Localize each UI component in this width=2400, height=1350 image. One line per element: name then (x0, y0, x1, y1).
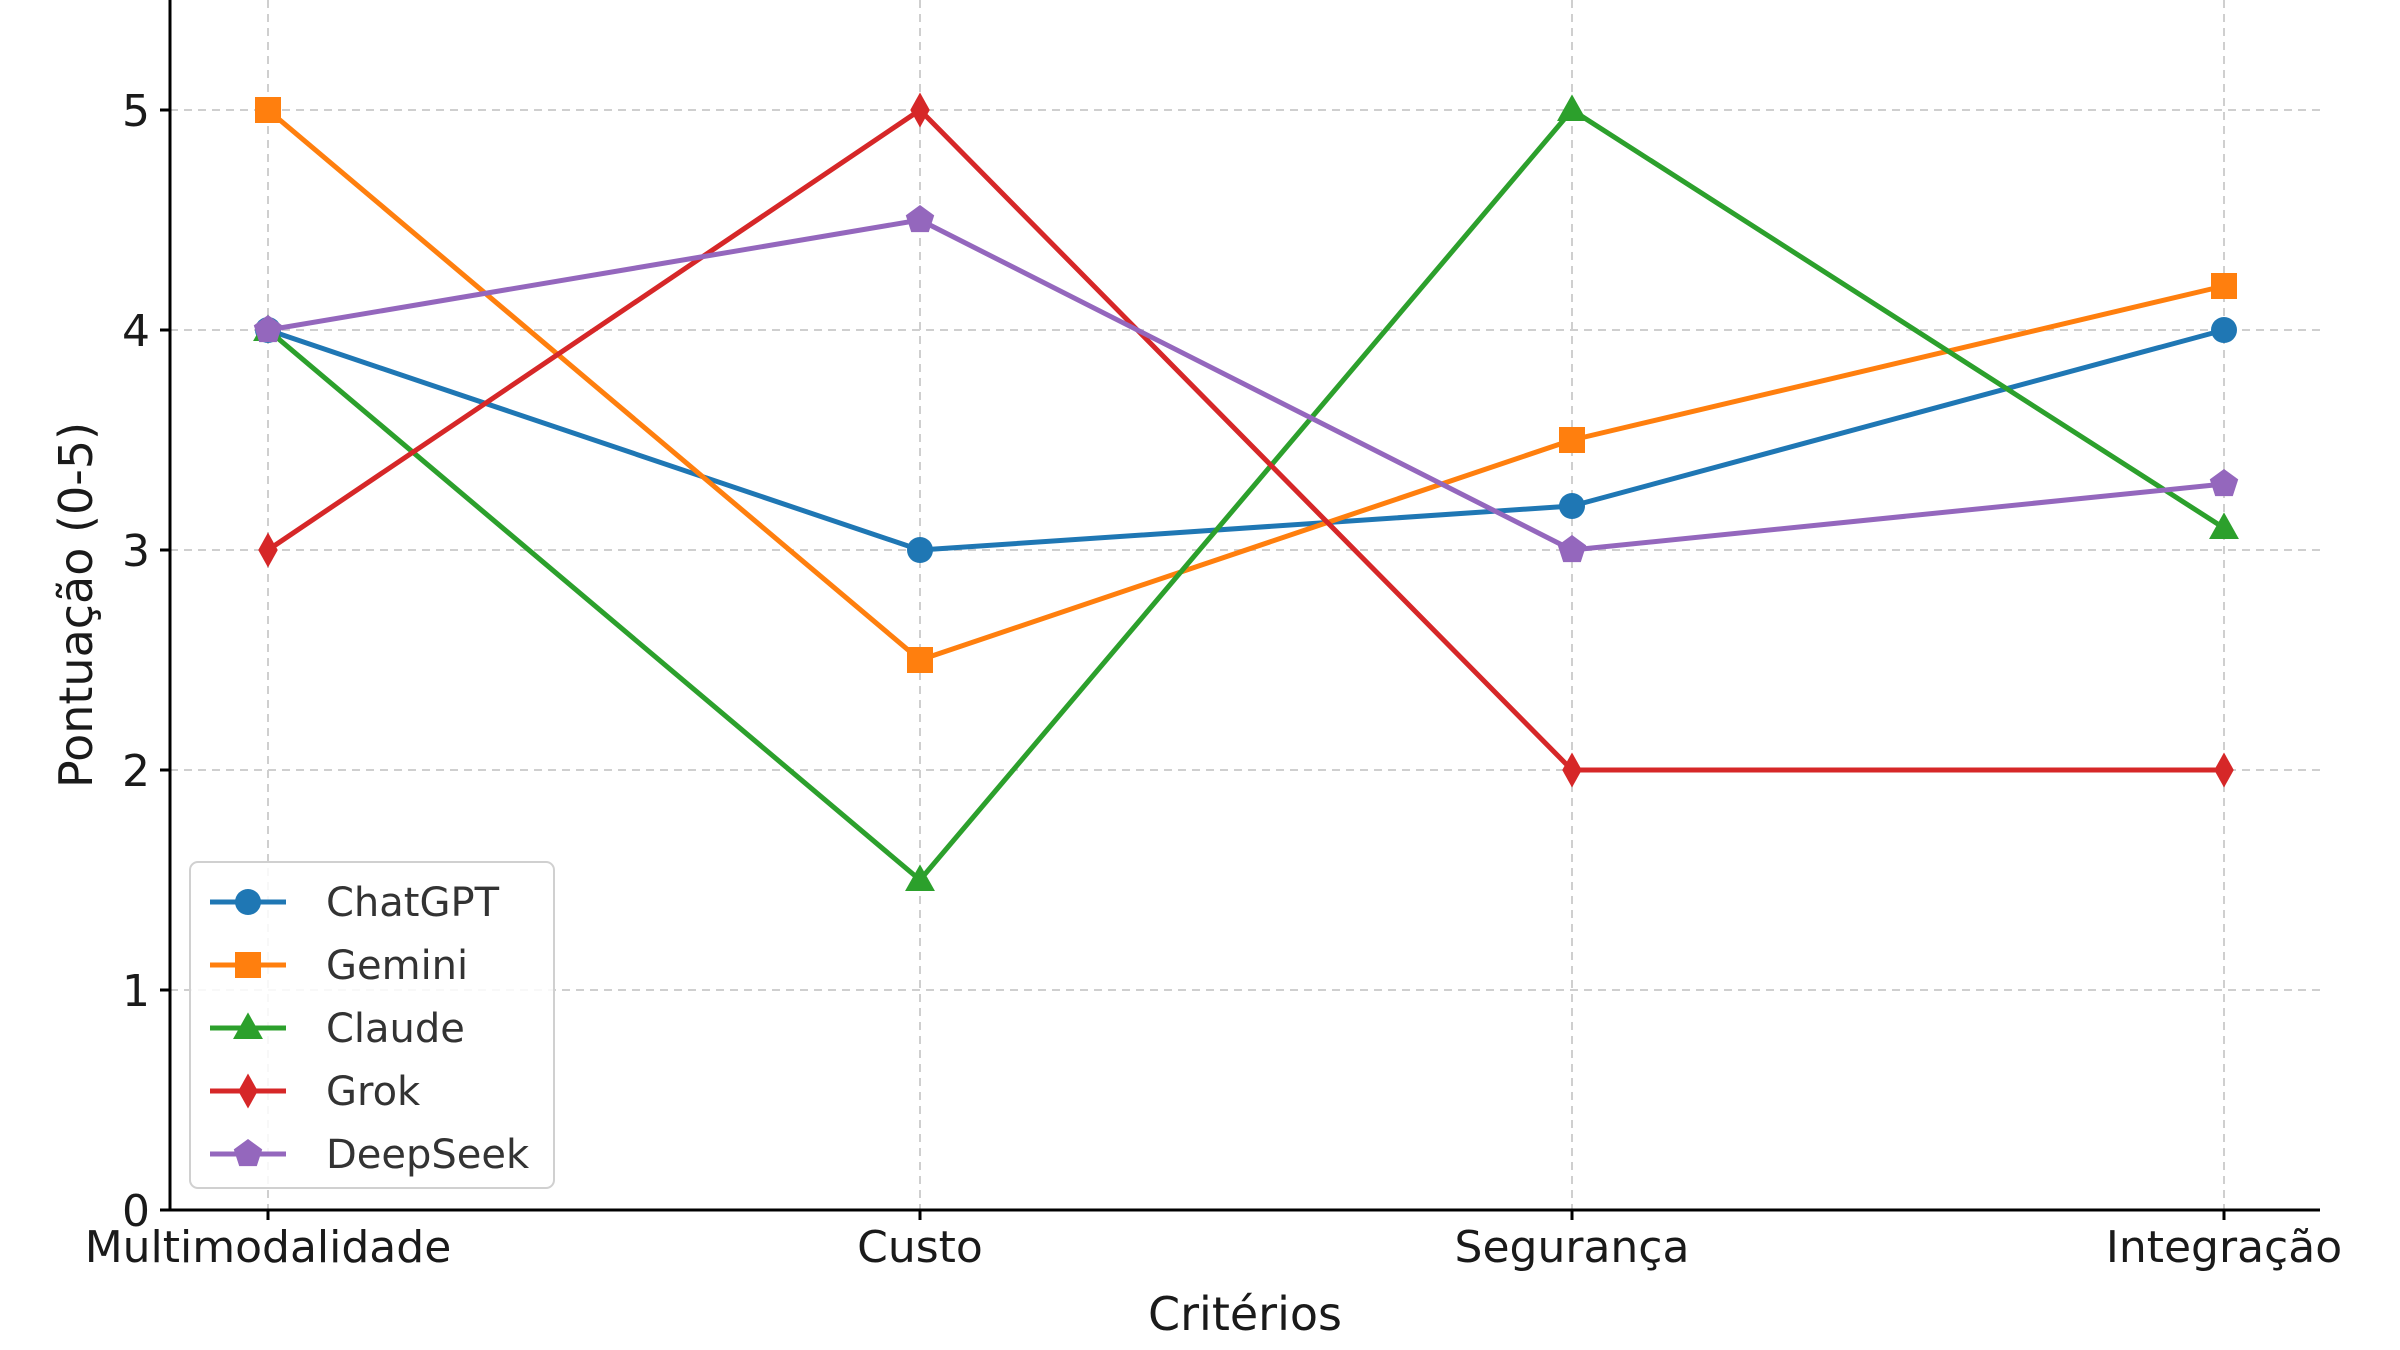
data-point-grok (2214, 752, 2234, 788)
legend-entry-gemini: Gemini (210, 943, 468, 989)
legend-entry-claude: Claude (210, 1006, 465, 1052)
data-point-deepseek (2209, 469, 2239, 497)
legend-marker-claude (233, 1012, 263, 1040)
data-point-grok (910, 92, 930, 128)
series-line-claude (265, 107, 2227, 883)
x-tick-label: Multimodalidade (85, 1222, 452, 1273)
data-point-chatgpt (2211, 317, 2237, 343)
x-tick-label: Custo (857, 1222, 983, 1273)
data-point-gemini (907, 647, 933, 673)
data-point-claude (905, 864, 935, 892)
x-tick-label: Integração (2106, 1222, 2342, 1273)
y-tick-label: 3 (122, 526, 150, 577)
series-deepseek (253, 205, 2239, 563)
data-point-gemini (2211, 273, 2237, 299)
tick-labels: 0 1 2 3 4 5 Multimodalidade Custo Segurança Integ… (85, 86, 2342, 1273)
series-line-deepseek (265, 217, 2227, 553)
axes (168, 0, 2320, 1212)
series-line-gemini (265, 107, 2227, 663)
legend-entry-deepseek: DeepSeek (210, 1132, 530, 1178)
data-point-claude (2209, 512, 2239, 540)
data-point-gemini (1559, 427, 1585, 453)
series-gemini (255, 97, 2237, 673)
y-tick-label: 4 (122, 306, 150, 357)
data-point-chatgpt (1559, 493, 1585, 519)
data-point-gemini (255, 97, 281, 123)
series-lines (253, 92, 2239, 892)
legend-entry-chatgpt: ChatGPT (210, 880, 500, 926)
data-point-deepseek (905, 205, 935, 233)
series-line-grok (265, 107, 2227, 773)
legend-label-gemini: Gemini (326, 943, 468, 989)
data-point-claude (1557, 94, 1587, 122)
legend-label-deepseek: DeepSeek (326, 1132, 530, 1178)
legend-marker-chatgpt (235, 889, 261, 915)
x-axis-title: Critérios (1148, 1287, 1342, 1341)
legend-entry-grok: Grok (210, 1069, 421, 1115)
legend-label-chatgpt: ChatGPT (326, 880, 500, 926)
data-point-deepseek (1557, 535, 1587, 563)
y-tick-label: 0 (122, 1186, 150, 1237)
data-point-grok (1562, 752, 1582, 788)
legend-label-claude: Claude (326, 1006, 465, 1052)
legend-marker-gemini (235, 952, 261, 978)
y-tick-label: 2 (122, 746, 150, 797)
series-line-chatgpt (265, 327, 2227, 553)
x-tick-label: Segurança (1455, 1222, 1690, 1273)
legend-marker-deepseek (233, 1139, 263, 1167)
data-point-deepseek (253, 315, 283, 343)
legend-box (189, 861, 555, 1189)
data-point-grok (258, 532, 278, 568)
legend-label-grok: Grok (326, 1069, 421, 1115)
series-grok (258, 92, 2234, 788)
legend-marker-grok (238, 1073, 258, 1109)
y-axis-title: Pontuação (0-5) (49, 422, 103, 788)
y-tick-label: 1 (122, 966, 150, 1017)
data-point-chatgpt (907, 537, 933, 563)
legend: ChatGPT Gemini Claude Grok DeepSeek (189, 861, 555, 1189)
y-tick-label: 5 (122, 86, 150, 137)
